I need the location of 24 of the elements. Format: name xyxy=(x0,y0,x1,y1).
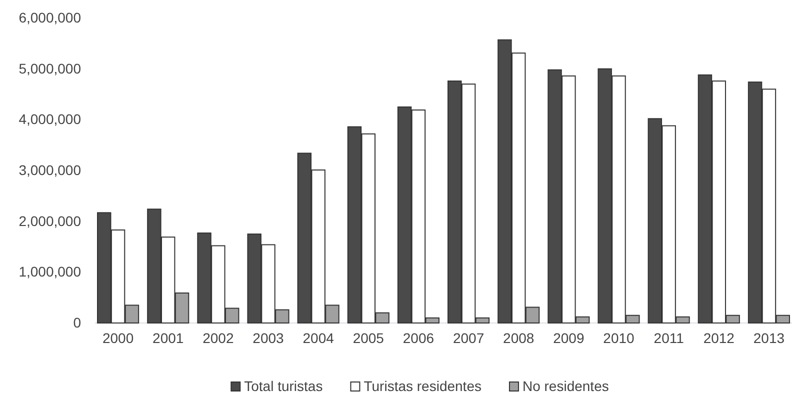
x-tick-label: 2003 xyxy=(252,330,284,346)
x-tick-label: 2001 xyxy=(152,330,184,346)
y-tick-label: 0 xyxy=(73,314,82,330)
x-tick-label: 2002 xyxy=(202,330,234,346)
x-tick-label: 2013 xyxy=(753,330,785,346)
legend-label: Turistas residentes xyxy=(364,378,482,394)
x-tick-label: 2011 xyxy=(654,330,684,346)
x-tick-label: 2005 xyxy=(352,330,384,346)
y-tick-label: 1,000,000 xyxy=(18,264,82,280)
y-tick-label: 3,000,000 xyxy=(18,162,82,178)
x-tick-label: 2004 xyxy=(302,330,334,346)
legend-label: Total turistas xyxy=(244,378,323,394)
x-tick-label: 2007 xyxy=(452,330,484,346)
y-tick-label: 5,000,000 xyxy=(18,60,82,76)
y-tick-label: 2,000,000 xyxy=(18,212,82,229)
y-tick-label: 4,000,000 xyxy=(18,111,82,128)
x-tick-label: 2010 xyxy=(603,330,635,346)
x-tick-label: 2000 xyxy=(102,330,134,346)
x-tick-label: 2009 xyxy=(553,330,584,346)
legend-label: No residentes xyxy=(522,378,609,394)
x-tick-label: 2012 xyxy=(703,330,735,346)
x-tick-label: 2008 xyxy=(503,330,534,346)
y-tick-label: 6,000,000 xyxy=(18,9,82,26)
x-tick-label: 2006 xyxy=(402,330,434,346)
